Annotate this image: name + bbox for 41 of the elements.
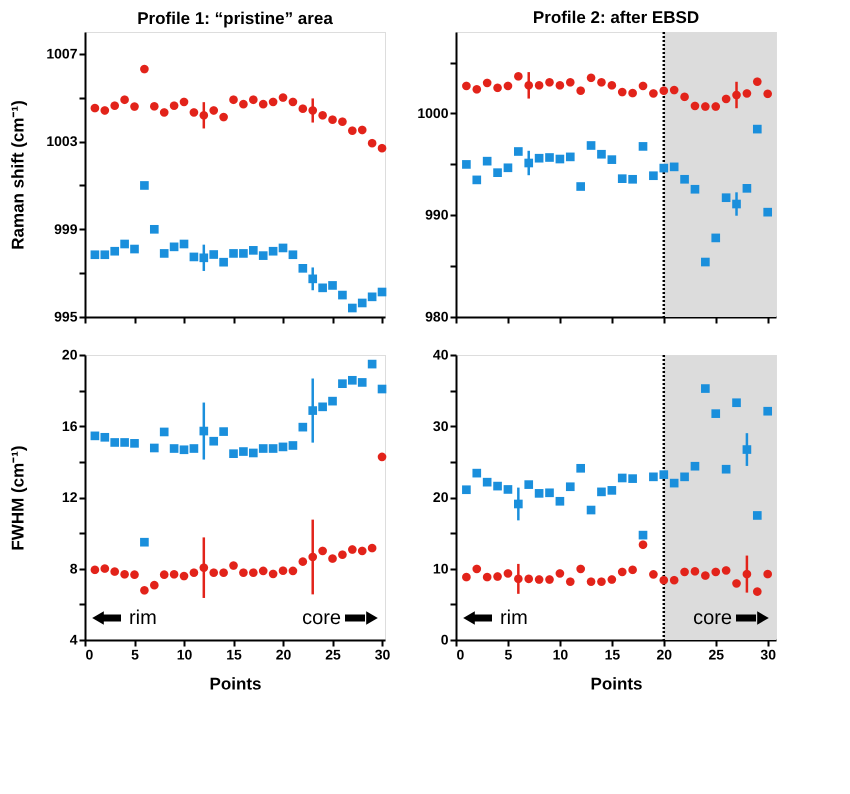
y-tick-label: 10 [432,560,449,576]
y-tick-label: 40 [432,346,449,362]
x-tick-label: 0 [86,646,94,662]
y-tick-label: 30 [432,418,449,434]
x-tick-label: 30 [760,646,776,662]
x-tick-label: 30 [374,646,391,662]
y-axis-title: FWHM (cm⁻¹) [8,445,28,551]
y-tick-label: 995 [54,308,78,324]
y-tick-label: 980 [425,308,449,324]
y-tick-label: 20 [62,346,78,362]
x-tick-label: 0 [456,646,464,662]
x-tick-label: 20 [656,646,672,662]
y-tick-label: 4 [70,632,78,648]
y-tick-label: 990 [425,206,449,223]
x-tick-label: 15 [226,646,242,662]
x-tick-label: 10 [176,646,193,662]
x-tick-label: 5 [504,646,513,662]
x-axis-title: Points [590,674,642,694]
y-tick-label: 0 [440,632,449,648]
y-tick-label: 1000 [417,104,449,121]
x-tick-label: 15 [604,646,620,662]
x-tick-label: 20 [276,646,292,662]
x-tick-label: 25 [708,646,724,662]
y-tick-label: 999 [54,220,78,237]
y-axis-title: Raman shift (cm⁻¹) [8,100,28,250]
y-tick-label: 8 [70,560,78,576]
annotation: rim [500,607,528,629]
annotation: rim [129,607,157,629]
y-tick-label: 12 [62,489,78,505]
x-tick-label: 10 [552,646,568,662]
x-axis-title: Points [210,674,262,694]
chart-title: Profile 2: after EBSD [532,8,700,27]
y-tick-label: 16 [62,418,78,434]
y-tick-label: 1003 [46,133,78,150]
chart-title: Profile 1: “pristine” area [137,9,334,28]
annotation: core [302,607,341,629]
x-tick-label: 5 [131,646,140,662]
y-tick-label: 1007 [46,45,78,62]
x-tick-label: 25 [325,646,342,662]
annotation: core [693,607,732,629]
y-tick-label: 20 [432,489,449,505]
